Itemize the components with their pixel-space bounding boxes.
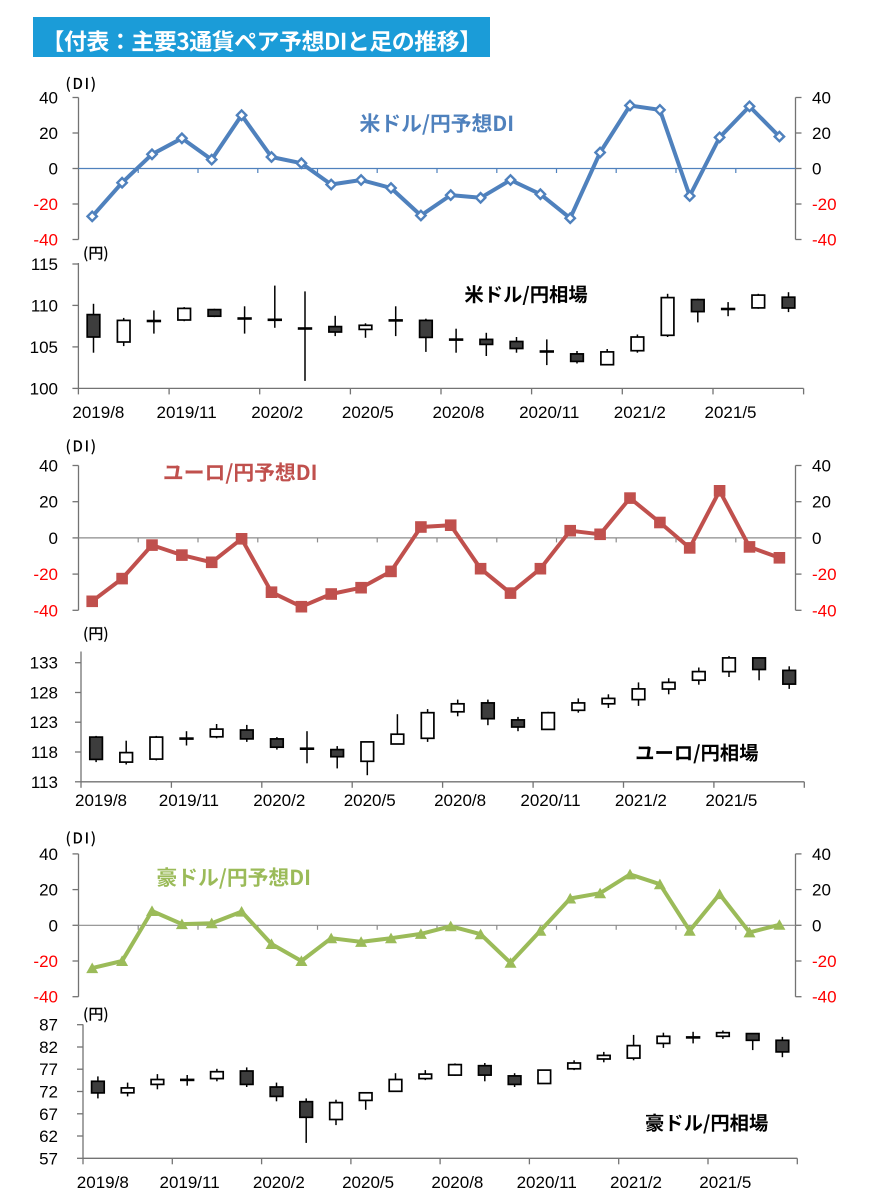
svg-text:20: 20	[812, 493, 831, 512]
svg-text:2020/2: 2020/2	[253, 1173, 305, 1192]
svg-text:2021/2: 2021/2	[610, 1173, 662, 1192]
svg-text:2021/5: 2021/5	[699, 1173, 751, 1192]
svg-text:87: 87	[39, 1016, 58, 1035]
svg-text:-40: -40	[812, 601, 837, 620]
svg-text:2020/11: 2020/11	[519, 403, 579, 422]
svg-text:2021/2: 2021/2	[614, 403, 666, 422]
svg-text:2020/8: 2020/8	[434, 791, 486, 810]
svg-text:40: 40	[812, 457, 831, 476]
svg-text:62: 62	[39, 1127, 58, 1146]
svg-text:-40: -40	[812, 231, 837, 250]
svg-text:2021/5: 2021/5	[705, 791, 757, 810]
svg-text:-20: -20	[33, 952, 58, 971]
svg-text:-40: -40	[812, 988, 837, 1007]
svg-text:123: 123	[30, 713, 58, 732]
svg-text:2020/2: 2020/2	[251, 403, 303, 422]
svg-text:128: 128	[30, 684, 58, 703]
svg-text:-40: -40	[33, 601, 58, 620]
svg-text:2019/8: 2019/8	[77, 1173, 129, 1192]
svg-text:67: 67	[39, 1105, 58, 1124]
svg-text:2020/8: 2020/8	[433, 403, 485, 422]
svg-text:72: 72	[39, 1083, 58, 1102]
svg-text:40: 40	[39, 845, 58, 864]
svg-text:2020/5: 2020/5	[344, 791, 396, 810]
svg-text:2020/8: 2020/8	[431, 1173, 483, 1192]
svg-text:105: 105	[30, 338, 58, 357]
svg-text:2020/5: 2020/5	[342, 403, 394, 422]
svg-text:100: 100	[30, 379, 58, 398]
svg-text:40: 40	[812, 89, 831, 108]
svg-text:2019/8: 2019/8	[75, 791, 127, 810]
svg-text:77: 77	[39, 1060, 58, 1079]
svg-text:0: 0	[49, 160, 58, 179]
svg-text:82: 82	[39, 1038, 58, 1057]
svg-text:40: 40	[812, 845, 831, 864]
svg-text:2019/11: 2019/11	[156, 403, 216, 422]
svg-text:-20: -20	[812, 952, 837, 971]
svg-text:0: 0	[812, 160, 821, 179]
svg-text:57: 57	[39, 1149, 58, 1168]
svg-text:-20: -20	[33, 195, 58, 214]
svg-text:115: 115	[31, 255, 58, 274]
svg-text:2020/11: 2020/11	[520, 791, 580, 810]
svg-text:-20: -20	[812, 565, 837, 584]
svg-text:0: 0	[49, 529, 58, 548]
svg-text:-40: -40	[33, 988, 58, 1007]
svg-text:113: 113	[31, 773, 58, 792]
svg-text:2021/2: 2021/2	[615, 791, 667, 810]
svg-text:-20: -20	[812, 195, 837, 214]
svg-text:20: 20	[812, 124, 831, 143]
svg-text:2019/11: 2019/11	[159, 1173, 219, 1192]
svg-text:118: 118	[31, 743, 58, 762]
svg-text:2020/11: 2020/11	[517, 1173, 577, 1192]
svg-text:20: 20	[39, 493, 58, 512]
svg-text:110: 110	[31, 296, 58, 315]
svg-text:20: 20	[39, 124, 58, 143]
svg-text:40: 40	[39, 89, 58, 108]
svg-text:2019/11: 2019/11	[159, 791, 219, 810]
svg-text:40: 40	[39, 457, 58, 476]
svg-text:133: 133	[30, 654, 58, 673]
svg-text:0: 0	[812, 529, 821, 548]
svg-text:2020/2: 2020/2	[253, 791, 305, 810]
svg-text:2019/8: 2019/8	[72, 403, 124, 422]
svg-text:20: 20	[812, 881, 831, 900]
svg-text:2021/5: 2021/5	[705, 403, 757, 422]
svg-text:2020/5: 2020/5	[342, 1173, 394, 1192]
svg-text:0: 0	[812, 916, 821, 935]
svg-text:0: 0	[49, 916, 58, 935]
svg-text:20: 20	[39, 881, 58, 900]
svg-text:-20: -20	[33, 565, 58, 584]
svg-text:-40: -40	[33, 231, 58, 250]
